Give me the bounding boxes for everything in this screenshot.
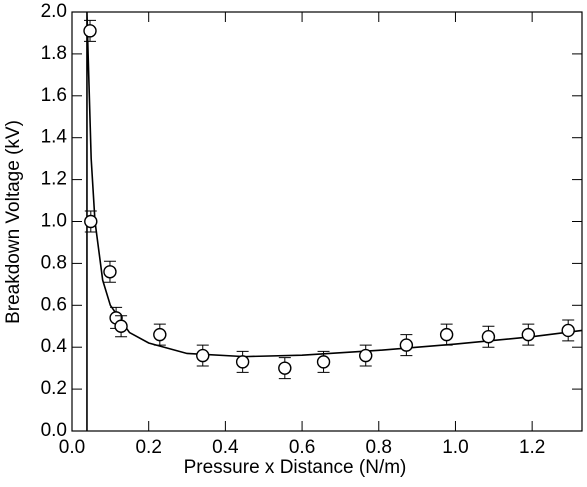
- y-tick-label: 1.2: [41, 169, 67, 190]
- data-point: [439, 327, 454, 342]
- data-point: [114, 319, 128, 333]
- data-point: [235, 355, 250, 369]
- data-point: [399, 338, 414, 352]
- x-tick-label: 0.6: [289, 437, 315, 458]
- y-axis-label: Breakdown Voltage (kV): [3, 120, 24, 324]
- x-axis-label: Pressure x Distance (N/m): [184, 457, 407, 478]
- data-point: [153, 327, 167, 342]
- y-tick-label: 0.0: [41, 420, 67, 441]
- data-point: [83, 24, 97, 38]
- x-tick-label: 0.0: [59, 437, 85, 458]
- x-tick-label: 1.2: [519, 437, 545, 458]
- y-tick-label: 0.4: [41, 336, 68, 357]
- y-tick-label: 1.6: [41, 85, 67, 106]
- y-tick-label: 0.6: [41, 294, 67, 315]
- y-tick-label: 0.2: [41, 378, 67, 399]
- data-point: [521, 327, 536, 342]
- data-point: [561, 323, 575, 338]
- data-point: [278, 361, 292, 375]
- y-tick-label: 0.8: [41, 252, 67, 273]
- data-point: [196, 348, 210, 363]
- fit-line: [86, 11, 583, 431]
- y-tick-label: 1.4: [41, 127, 68, 148]
- y-tick-label: 1.0: [41, 211, 67, 232]
- data-point: [84, 214, 98, 229]
- y-tick-label: 1.8: [41, 43, 67, 64]
- y-tick-label: 2.0: [41, 1, 67, 22]
- x-tick-label: 1.0: [442, 437, 468, 458]
- data-point: [481, 330, 496, 344]
- x-tick-label: 0.2: [135, 437, 161, 458]
- x-tick-label: 0.4: [212, 437, 239, 458]
- data-point: [103, 265, 117, 279]
- plot-frame: [71, 11, 583, 432]
- data-point: [316, 355, 331, 369]
- data-point: [359, 348, 373, 363]
- x-tick-label: 0.8: [366, 437, 392, 458]
